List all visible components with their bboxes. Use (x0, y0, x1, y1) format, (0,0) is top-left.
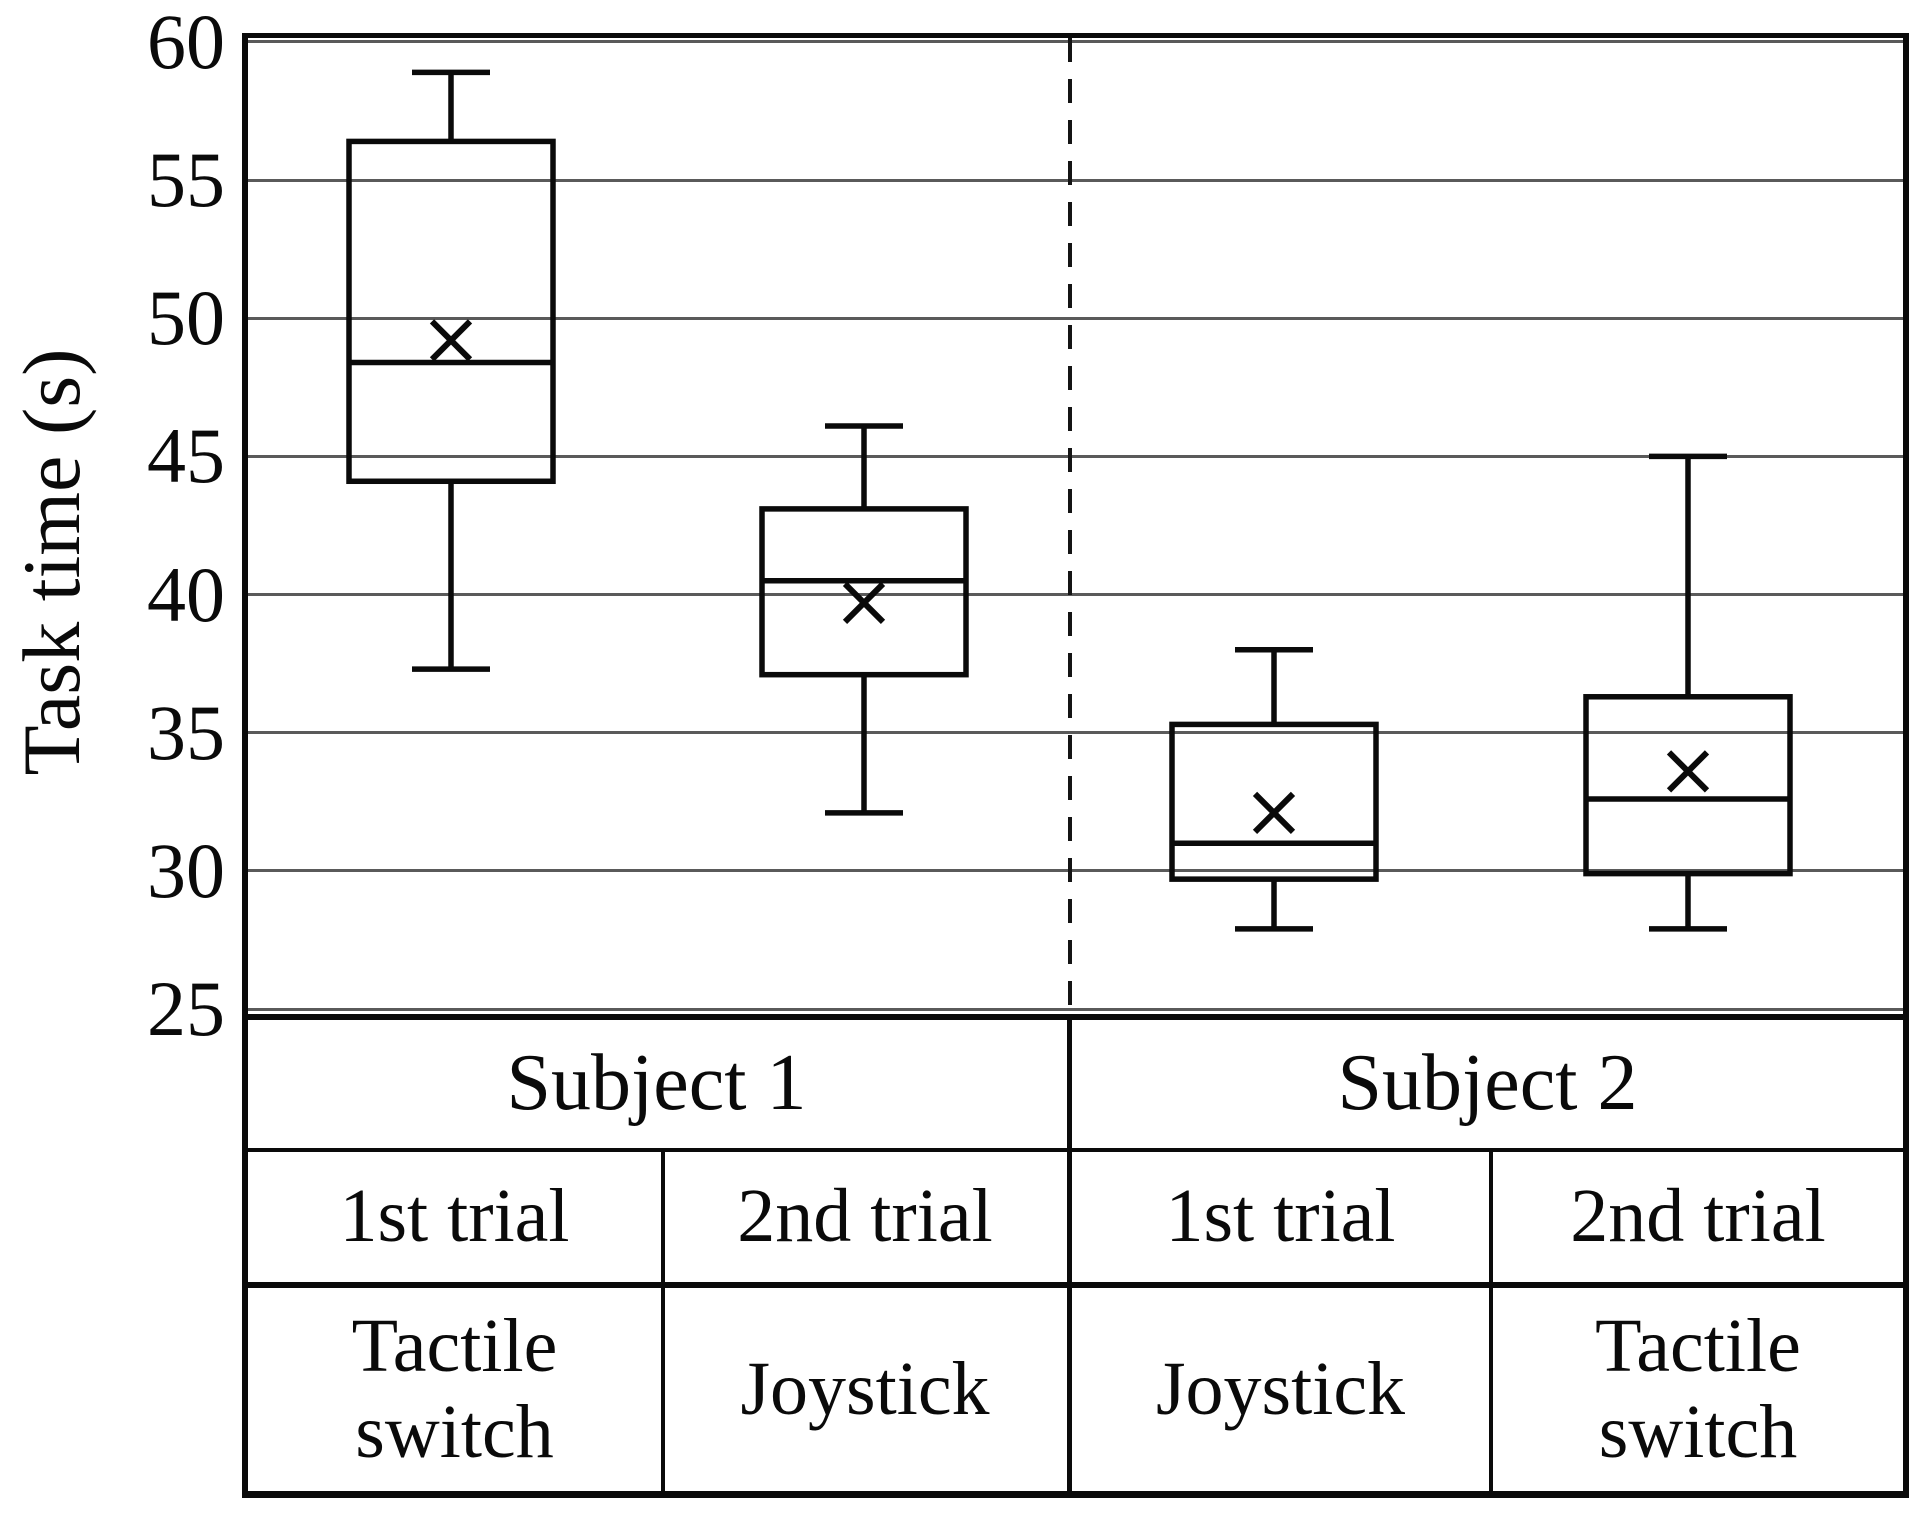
y-tick-50: 50 (147, 274, 225, 361)
y-tick-55: 55 (147, 136, 225, 223)
table-cell-device-s2-1: Joystick (1155, 1346, 1406, 1431)
table-divider-s1-trials (661, 1148, 665, 1498)
mean-marker (1666, 750, 1710, 793)
gridline-30 (248, 869, 1903, 873)
table-cell-trial-s2-2: 2nd trial (1570, 1174, 1826, 1259)
mean-marker (842, 581, 886, 624)
y-tick-25: 25 (147, 965, 225, 1052)
y-tick-35: 35 (147, 689, 225, 776)
mean-marker (1252, 791, 1296, 834)
box-subject1-1st-trial (346, 69, 556, 672)
table-divider-subject-trial (242, 1148, 1909, 1152)
table-divider-subjects (1067, 1014, 1072, 1498)
gridline-40 (248, 593, 1903, 597)
gridline-25 (248, 1007, 1903, 1011)
y-tick-40: 40 (147, 551, 225, 638)
table-border-top (242, 1014, 1909, 1020)
plot-table-border-right (1903, 33, 1909, 1498)
table-cell-device-s1-2: Joystick (740, 1346, 990, 1431)
table-divider-trial-device (242, 1282, 1909, 1288)
box-subject2-2nd-trial (1583, 453, 1793, 932)
gridline-35 (248, 731, 1903, 735)
gridline-45 (248, 454, 1903, 458)
iqr-box (1169, 721, 1379, 882)
table-cell-device-s2-2: Tactile switch (1595, 1304, 1801, 1474)
iqr-box (346, 138, 556, 485)
iqr-box (1583, 694, 1793, 877)
y-tick-60: 60 (147, 0, 225, 85)
table-divider-s2-trials (1489, 1148, 1493, 1498)
table-cell-subject-2: Subject 2 (1337, 1039, 1638, 1128)
table-cell-trial-s2-1: 1st trial (1165, 1174, 1396, 1259)
mean-marker (429, 319, 473, 362)
box-subject1-2nd-trial (759, 423, 969, 816)
gridline-50 (248, 316, 1903, 320)
table-border-bottom (242, 1491, 1909, 1498)
plot-border-top (242, 33, 1909, 38)
gridline-55 (248, 178, 1903, 182)
table-cell-device-s1-1: Tactile switch (351, 1304, 558, 1474)
subject-divider-dashed-line (1068, 38, 1072, 1014)
plot-table-border-left (242, 33, 248, 1498)
table-cell-subject-1: Subject 1 (506, 1039, 807, 1128)
y-tick-30: 30 (147, 827, 225, 914)
table-cell-trial-s1-1: 1st trial (339, 1174, 570, 1259)
iqr-box (759, 506, 969, 678)
table-cell-trial-s1-2: 2nd trial (737, 1174, 993, 1259)
box-subject2-1st-trial (1169, 647, 1379, 932)
y-tick-45: 45 (147, 412, 225, 499)
gridline-60 (248, 40, 1903, 44)
